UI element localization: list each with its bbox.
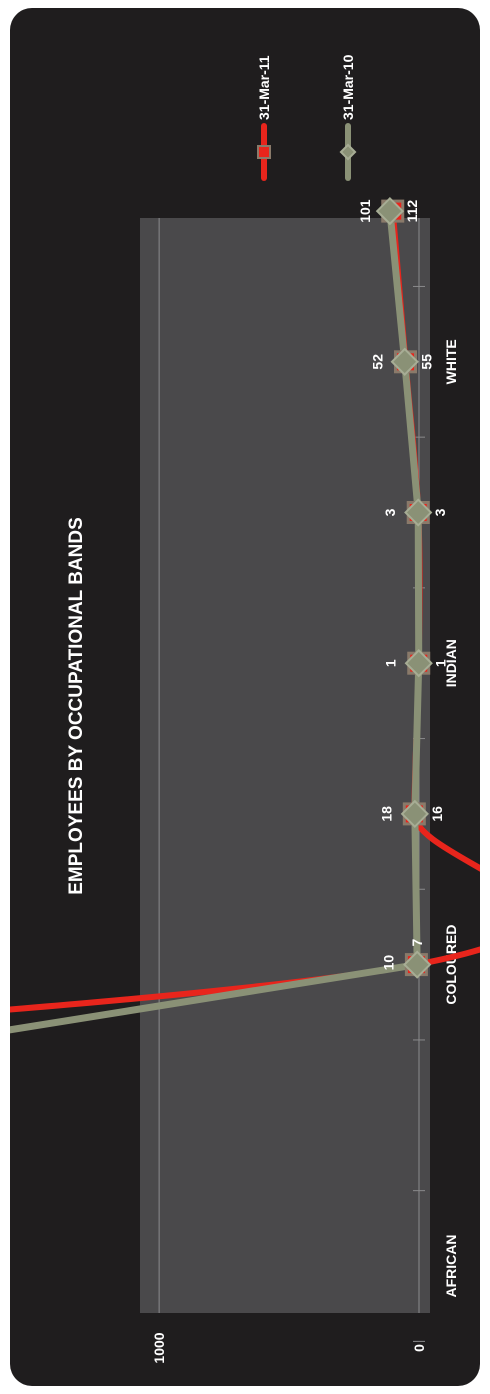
data-label: 10 <box>380 955 396 971</box>
data-labels: 5640606310181352101195636277161355112 <box>357 199 449 971</box>
data-label: 1 <box>383 659 399 667</box>
marker-mar10 <box>404 649 433 678</box>
chart-frame: -100001000200030004000500060007000 AFRIC… <box>10 8 480 1386</box>
data-label: 101 <box>357 199 373 223</box>
y-tick-label: 1000 <box>151 1332 167 1363</box>
y-tick-label: 0 <box>411 1344 427 1352</box>
data-label: 112 <box>404 200 420 223</box>
marker-mar10 <box>403 950 432 979</box>
legend-label: 31-Mar-11 <box>256 55 272 120</box>
data-label: 7 <box>409 938 425 946</box>
plot-area <box>140 218 430 1313</box>
data-label: 1 <box>433 659 449 667</box>
category-label: AFRICAN <box>443 1235 459 1298</box>
data-label: 16 <box>429 806 445 822</box>
legend: 31-Mar-11 31-Mar-10 <box>256 54 357 181</box>
marker-mar10 <box>375 196 405 226</box>
marker-mar10 <box>404 498 433 527</box>
category-label: INDIAN <box>443 639 459 687</box>
legend-swatch-marker <box>257 145 271 159</box>
data-label: 3 <box>432 508 448 516</box>
y-axis-ticks: -100001000200030004000500060007000 <box>151 1332 427 1363</box>
x-axis-categories: AFRICAN COLOURED INDIAN WHITE <box>443 339 459 1297</box>
legend-swatch-marker <box>339 143 357 161</box>
chart-title: EMPLOYEES BY OCCUPATIONAL BANDS <box>66 517 87 895</box>
category-label: WHITE <box>443 339 459 384</box>
series-line-mar10 <box>10 210 423 1034</box>
marker-mar10 <box>390 347 419 376</box>
legend-label: 31-Mar-10 <box>340 54 356 120</box>
category-label: COLOURED <box>443 925 459 1005</box>
data-label: 3 <box>382 508 398 516</box>
data-label: 52 <box>369 354 385 370</box>
chart-svg: -100001000200030004000500060007000 AFRIC… <box>10 54 480 1364</box>
data-label: 55 <box>419 354 435 370</box>
data-label: 18 <box>378 806 394 822</box>
marker-mar10 <box>400 799 429 829</box>
series-layer <box>10 196 480 1034</box>
